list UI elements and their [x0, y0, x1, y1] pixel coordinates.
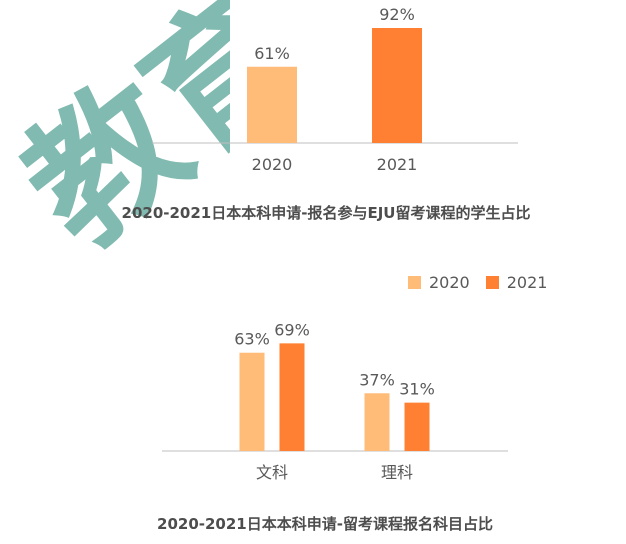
chart2-data-label-理科-2021: 31%	[399, 380, 435, 399]
chart1-bar-2021	[372, 28, 422, 143]
chart1-title: 2020-2021日本本科申请-报名参与EJU留考课程的学生占比	[121, 204, 531, 222]
chart2-tick-label-理科: 理科	[381, 463, 413, 482]
chart2-bar-文科-2020	[239, 352, 265, 451]
chart1-bar-2020	[247, 66, 297, 143]
chart1-tick-label-2021: 2021	[377, 155, 418, 174]
legend-item-2020: 2020	[408, 273, 470, 292]
legend-label-2021: 2021	[506, 273, 548, 292]
legend-item-2021: 2021	[485, 273, 548, 292]
legend-swatch-2021	[485, 276, 499, 289]
chart1-tick-label-2020: 2020	[252, 155, 293, 174]
chart2-tick-label-文科: 文科	[256, 463, 288, 482]
legend-label-2020: 2020	[429, 273, 470, 292]
chart2-bar-理科-2021	[404, 402, 430, 451]
chart2-data-label-文科-2020: 63%	[234, 330, 270, 349]
chart2-title: 2020-2021日本本科申请-留考课程报名科目占比	[157, 515, 493, 533]
chart2-data-label-理科-2020: 37%	[359, 370, 395, 389]
chart2-bar-文科-2021	[279, 343, 305, 451]
chart1-data-label-2021: 92%	[379, 5, 415, 24]
legend-swatch-2020	[408, 276, 421, 289]
chart2-bar-理科-2020	[364, 393, 390, 451]
chart2-legend: 2020 2021	[408, 273, 563, 292]
chart2-data-label-文科-2021: 69%	[274, 320, 310, 339]
chart1-data-label-2020: 61%	[254, 44, 290, 63]
